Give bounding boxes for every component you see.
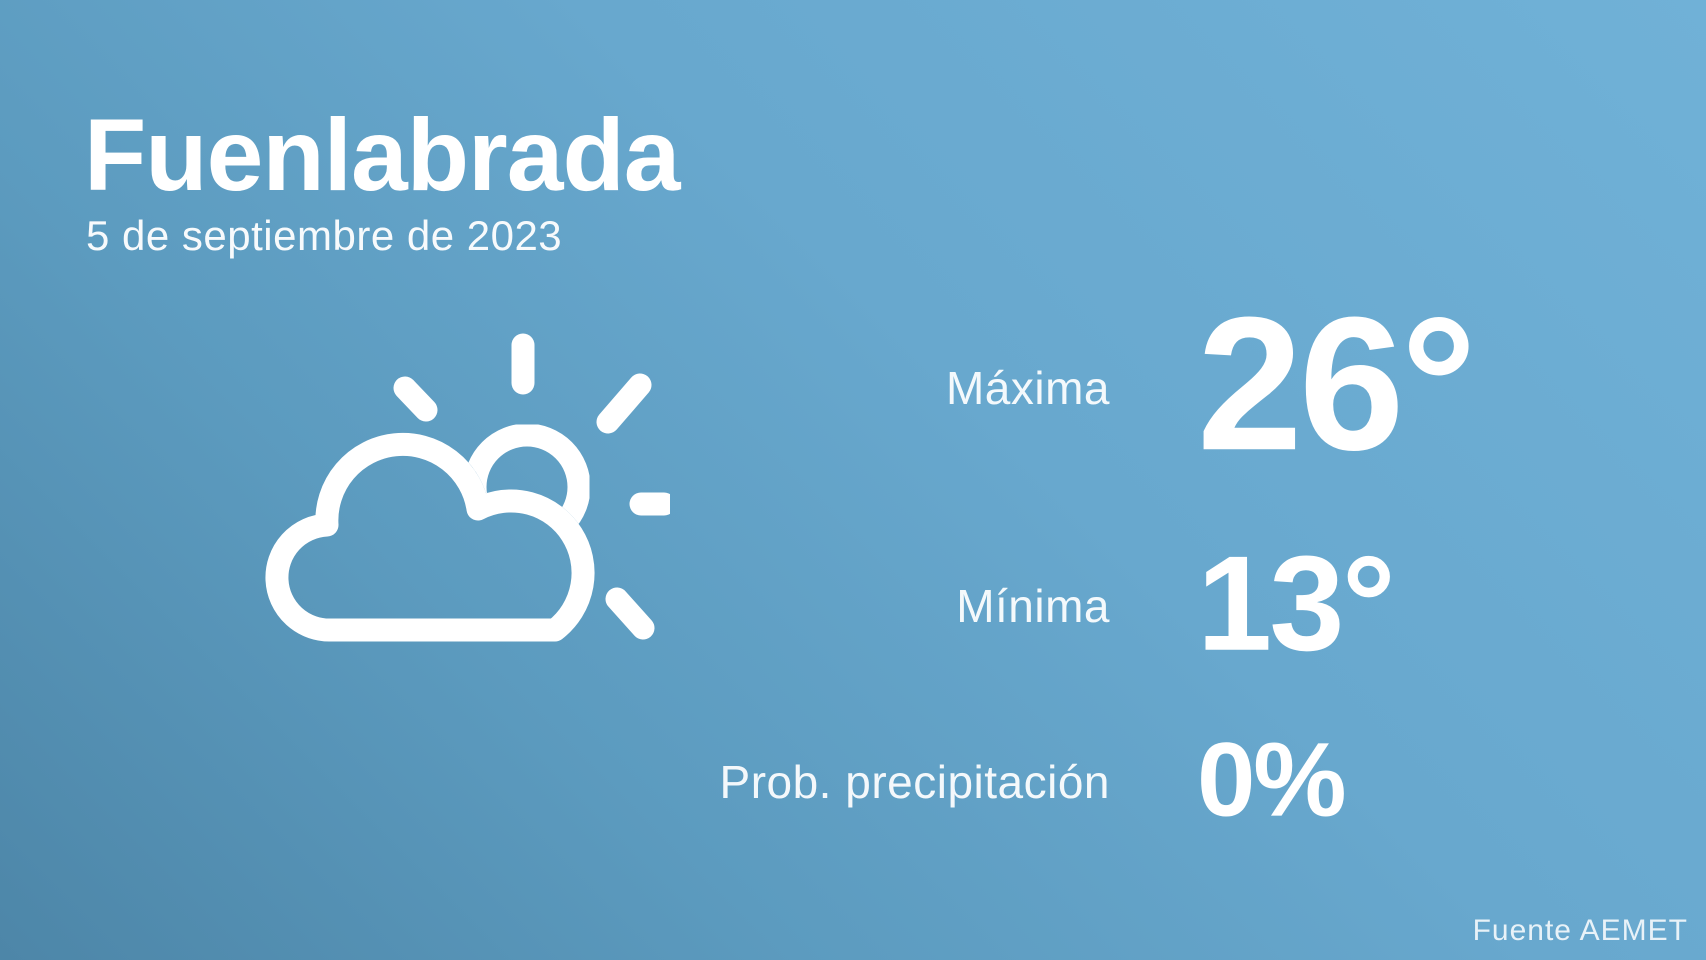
city-title: Fuenlabrada [84, 98, 680, 212]
precipitation-label: Prob. precipitación [719, 756, 1110, 808]
date-subtitle: 5 de septiembre de 2023 [86, 212, 563, 260]
min-temp-value: 13° [1197, 527, 1396, 679]
precipitation-value: 0% [1197, 721, 1347, 839]
weather-icon-container [230, 290, 670, 650]
max-temp-value: 26° [1197, 278, 1477, 491]
card-header: Fuenlabrada 5 de septiembre de 2023 [84, 98, 680, 260]
max-temp-label: Máxima [945, 362, 1110, 414]
min-temp-label: Mínima [956, 580, 1110, 632]
sun-behind-cloud-icon [265, 333, 670, 642]
source-attribution: Fuente AEMET [1472, 914, 1688, 947]
